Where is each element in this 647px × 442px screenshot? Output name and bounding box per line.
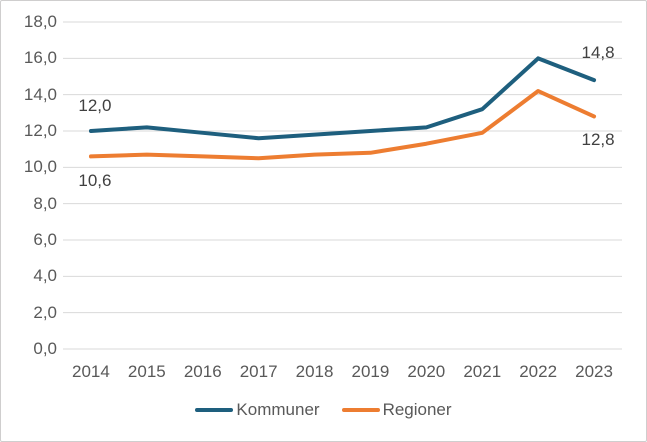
legend-item-label: Kommuner — [236, 400, 320, 419]
legend-item-label: Regioner — [382, 400, 452, 419]
y-tick-label: 2,0 — [33, 302, 57, 322]
y-tick-label: 18,0 — [23, 12, 57, 31]
data-label: 12,8 — [581, 130, 615, 150]
series-line-kommuner — [88, 56, 597, 141]
y-tick-label: 8,0 — [33, 193, 57, 213]
x-axis-label: 2022 — [519, 362, 558, 381]
legend-item-regioner: Regioner — [341, 400, 452, 420]
legend: Kommuner Regioner — [1, 400, 646, 420]
x-axis-label: 2015 — [127, 362, 166, 381]
y-tick-label: 16,0 — [23, 48, 57, 68]
x-axis-label: 2023 — [575, 362, 613, 381]
series-line-regioner — [88, 89, 597, 161]
y-tick-label: 12,0 — [23, 121, 57, 140]
y-tick-label: 14,0 — [23, 84, 57, 104]
legend-line-swatch — [341, 408, 380, 412]
legend-line-swatch — [195, 408, 234, 412]
x-axis-label: 2017 — [239, 362, 278, 381]
data-label: 10,6 — [78, 171, 112, 191]
x-axis-label: 2019 — [351, 362, 390, 381]
data-label: 12,0 — [78, 96, 112, 115]
y-tick-label: 4,0 — [33, 266, 57, 286]
x-axis-label: 2018 — [295, 362, 334, 381]
x-axis-label: 2020 — [407, 362, 446, 381]
y-tick-label: 0,0 — [33, 339, 57, 358]
legend-item-kommuner: Kommuner — [195, 400, 320, 420]
y-tick-label: 6,0 — [33, 230, 57, 249]
x-axis-label: 2021 — [463, 362, 502, 381]
data-label: 14,8 — [581, 43, 615, 63]
gridlines — [63, 21, 622, 350]
x-axis-label: 2014 — [72, 362, 110, 381]
y-tick-label: 10,0 — [23, 157, 57, 177]
x-axis-label: 2016 — [183, 362, 222, 381]
